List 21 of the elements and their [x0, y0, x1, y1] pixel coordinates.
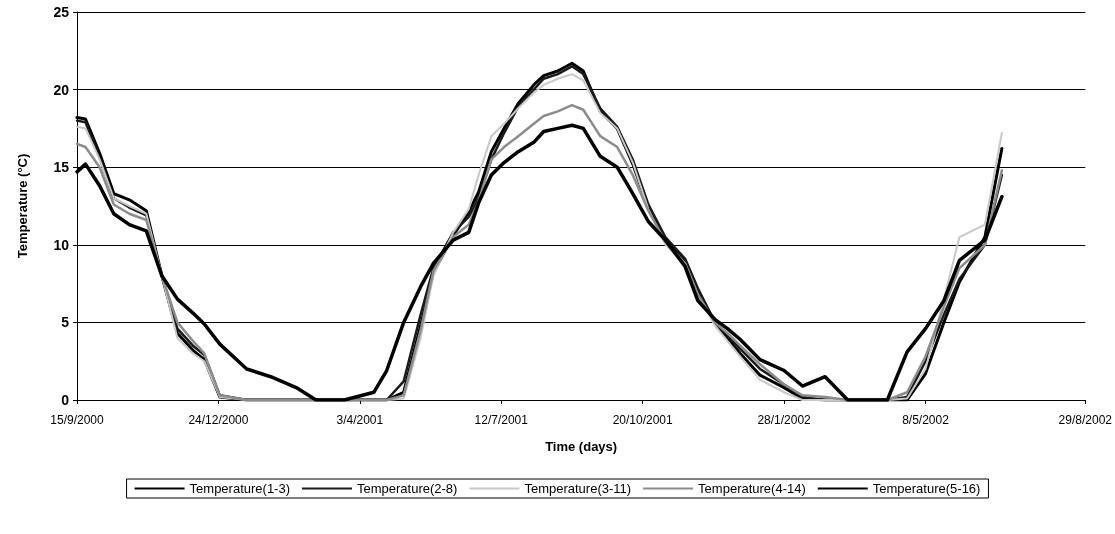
- legend-label: Temperature(4-14): [698, 481, 806, 496]
- y-tick-label: 10: [53, 236, 70, 253]
- x-tick-label: 8/5/2002: [902, 413, 950, 427]
- legend-label: Temperature(2-8): [357, 481, 458, 496]
- x-tick-label: 20/10/2001: [612, 413, 674, 427]
- y-tick-label: 25: [53, 4, 70, 20]
- legend-label: Temperature(3-11): [524, 481, 632, 496]
- y-tick-label: 15: [53, 159, 70, 176]
- x-tick-label: 24/12/2000: [188, 413, 249, 427]
- y-axis-title: Temperature (°C): [15, 153, 30, 259]
- x-tick-label: 12/7/2001: [474, 413, 529, 427]
- legend-label: Temperature(5-16): [872, 481, 981, 496]
- x-axis-title: Time (days): [545, 439, 618, 454]
- y-tick-label: 0: [61, 392, 70, 408]
- y-tick-label: 5: [61, 314, 70, 331]
- y-tick-label: 20: [53, 81, 70, 98]
- x-tick-label: 15/9/2000: [50, 413, 105, 427]
- x-tick-label: 29/8/2002: [1058, 413, 1113, 427]
- x-tick-label: 3/4/2001: [336, 413, 384, 427]
- x-tick-label: 28/1/2002: [757, 413, 812, 427]
- legend-label: Temperature(1-3): [189, 481, 291, 496]
